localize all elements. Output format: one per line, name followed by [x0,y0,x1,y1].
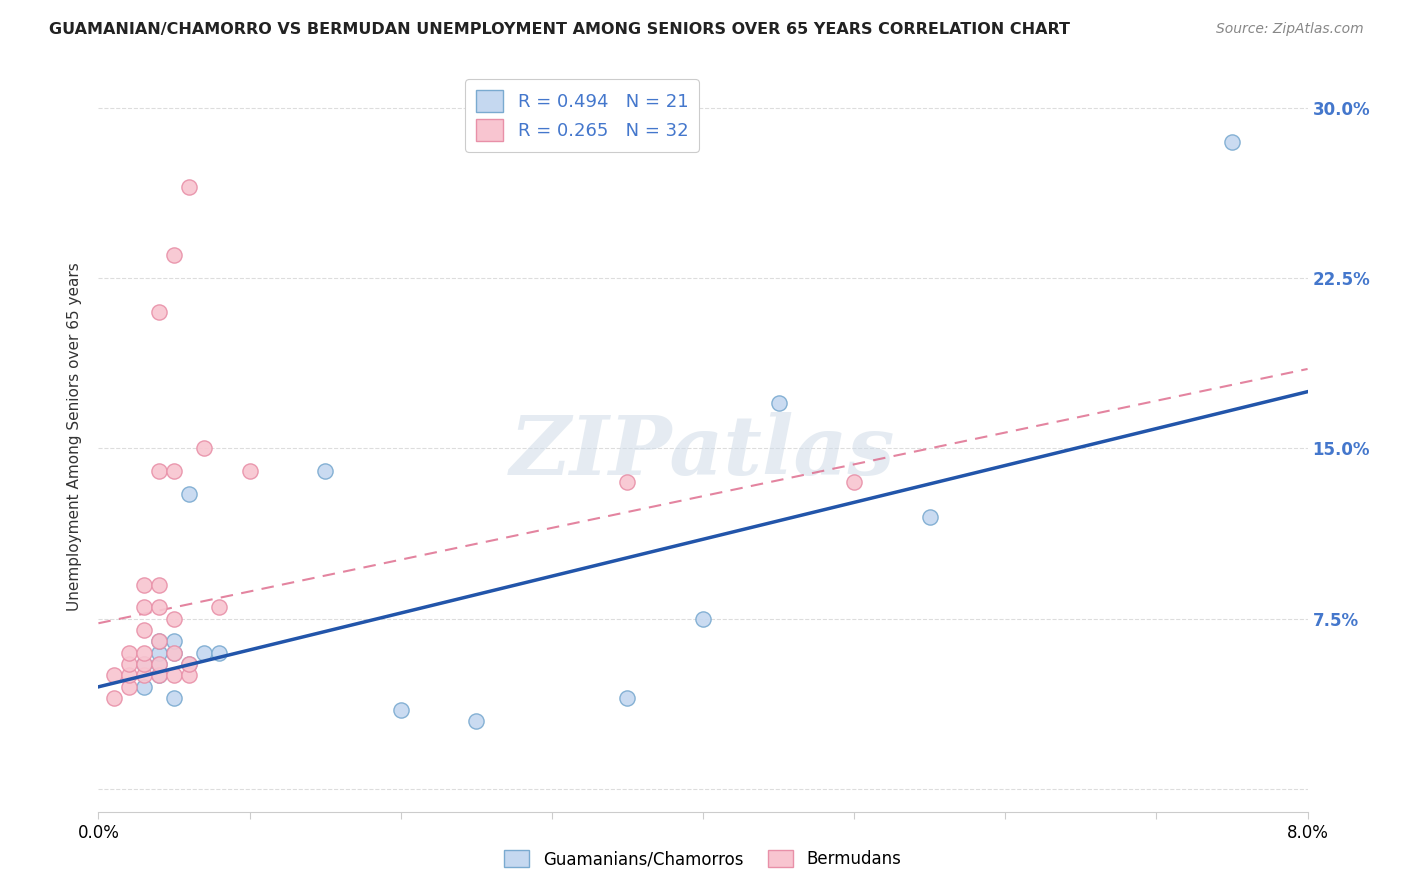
Point [118,680,141,694]
Text: ZIPatlas: ZIPatlas [510,412,896,492]
Point [465,714,488,728]
Point [132,600,155,615]
Point [179,657,201,672]
Point [132,577,155,591]
Point [314,464,336,478]
Point [148,646,170,660]
Point [148,305,170,319]
Point [768,396,790,410]
Point [118,668,141,682]
Point [163,248,186,262]
Point [132,657,155,672]
Point [148,464,170,478]
Point [163,646,186,660]
Point [179,668,201,682]
Point [239,464,262,478]
Legend: R = 0.494   N = 21, R = 0.265   N = 32: R = 0.494 N = 21, R = 0.265 N = 32 [465,79,699,152]
Point [163,464,186,478]
Point [148,657,170,672]
Point [148,657,170,672]
Point [179,180,201,194]
Y-axis label: Unemployment Among Seniors over 65 years: Unemployment Among Seniors over 65 years [67,263,83,611]
Point [103,691,125,706]
Point [132,668,155,682]
Point [389,702,412,716]
Point [193,646,215,660]
Point [844,475,866,490]
Legend: Guamanians/Chamorros, Bermudans: Guamanians/Chamorros, Bermudans [498,843,908,875]
Text: Source: ZipAtlas.com: Source: ZipAtlas.com [1216,22,1364,37]
Point [103,668,125,682]
Point [132,646,155,660]
Point [118,657,141,672]
Point [132,623,155,637]
Point [1220,135,1243,149]
Point [918,509,941,524]
Point [208,646,231,660]
Point [132,657,155,672]
Point [616,691,638,706]
Point [179,487,201,501]
Point [163,646,186,660]
Point [193,442,215,456]
Point [148,634,170,648]
Point [179,657,201,672]
Point [148,600,170,615]
Point [163,612,186,626]
Point [148,634,170,648]
Point [616,475,638,490]
Point [163,691,186,706]
Point [148,668,170,682]
Point [163,634,186,648]
Point [163,668,186,682]
Text: GUAMANIAN/CHAMORRO VS BERMUDAN UNEMPLOYMENT AMONG SENIORS OVER 65 YEARS CORRELAT: GUAMANIAN/CHAMORRO VS BERMUDAN UNEMPLOYM… [49,22,1070,37]
Point [118,646,141,660]
Point [148,668,170,682]
Point [132,680,155,694]
Point [692,612,714,626]
Point [148,577,170,591]
Point [208,600,231,615]
